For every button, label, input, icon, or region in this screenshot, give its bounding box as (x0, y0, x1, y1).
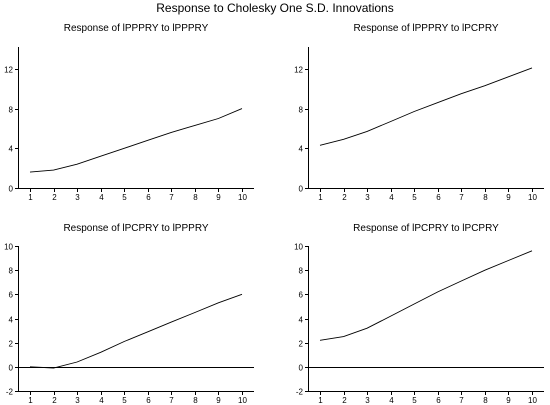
x-tick-label: 4 (389, 396, 394, 405)
y-tick-label: 6 (9, 291, 14, 300)
x-tick-label: 7 (169, 396, 174, 405)
x-tick-label: 1 (28, 193, 33, 202)
x-tick-label: 4 (99, 396, 104, 405)
panel-title: Response of lPCPRY to lPPPRY (63, 223, 208, 234)
x-tick-label: 6 (436, 396, 441, 405)
x-tick-label: 10 (238, 193, 247, 202)
x-tick-label: 6 (146, 396, 151, 405)
panel-title: Response of lPPPRY to lPCPRY (353, 23, 498, 34)
x-tick-label: 3 (75, 193, 80, 202)
y-tick-label: 2 (299, 340, 304, 349)
panel-title: Response of lPPPRY to lPPPRY (64, 23, 209, 34)
x-tick-label: 6 (436, 193, 441, 202)
x-tick-label: 7 (169, 193, 174, 202)
y-tick-label: 0 (299, 364, 304, 373)
x-tick-label: 2 (342, 396, 347, 405)
y-tick-label: 4 (299, 316, 304, 325)
y-tick-label: 0 (9, 185, 14, 194)
x-tick-label: 10 (528, 193, 537, 202)
series-line-1 (29, 293, 243, 369)
x-tick-label: 8 (193, 193, 198, 202)
x-tick-label: 2 (342, 193, 347, 202)
y-tick-label: 12 (4, 66, 13, 75)
y-tick-label: 8 (9, 106, 14, 115)
x-tick-label: 9 (216, 396, 221, 405)
x-tick-label: 2 (52, 396, 57, 405)
x-tick-label: 9 (506, 396, 511, 405)
y-tick-label: 4 (9, 145, 14, 154)
x-tick-label: 9 (216, 193, 221, 202)
x-tick-label: 8 (483, 193, 488, 202)
y-tick-label: 6 (299, 291, 304, 300)
x-tick-label: 7 (459, 396, 464, 405)
y-tick-label: 2 (9, 340, 14, 349)
y-tick-label: -2 (296, 388, 304, 397)
x-tick-label: 4 (389, 193, 394, 202)
x-tick-label: 8 (483, 396, 488, 405)
x-tick-label: 9 (506, 193, 511, 202)
x-tick-label: 6 (146, 193, 151, 202)
x-tick-label: 3 (365, 193, 370, 202)
y-tick-label: -2 (6, 388, 14, 397)
series-line-1 (319, 250, 533, 341)
figure-title: Response to Cholesky One S.D. Innovation… (156, 1, 394, 15)
x-tick-label: 4 (99, 193, 104, 202)
y-tick-label: 8 (9, 267, 14, 276)
x-tick-label: 5 (122, 193, 127, 202)
x-tick-label: 2 (52, 193, 57, 202)
x-tick-label: 1 (318, 396, 323, 405)
y-tick-label: 8 (299, 106, 304, 115)
x-tick-label: 8 (193, 396, 198, 405)
y-tick-label: 10 (4, 243, 13, 252)
x-tick-label: 5 (122, 396, 127, 405)
x-tick-label: 3 (75, 396, 80, 405)
x-tick-label: 5 (412, 396, 417, 405)
y-tick-label: 4 (9, 316, 14, 325)
y-tick-label: 4 (299, 145, 304, 154)
series-line-1 (29, 108, 243, 173)
series-line-1 (319, 67, 533, 146)
y-tick-label: 8 (299, 267, 304, 276)
x-tick-label: 10 (238, 396, 247, 405)
panel-title: Response of lPCPRY to lPCPRY (353, 223, 499, 234)
y-tick-label: 10 (294, 243, 303, 252)
y-tick-label: 12 (294, 66, 303, 75)
y-tick-label: 0 (9, 364, 14, 373)
x-tick-label: 1 (28, 396, 33, 405)
x-tick-label: 1 (318, 193, 323, 202)
x-tick-label: 10 (528, 396, 537, 405)
y-tick-label: 0 (299, 185, 304, 194)
x-tick-label: 3 (365, 396, 370, 405)
x-tick-label: 7 (459, 193, 464, 202)
x-tick-label: 5 (412, 193, 417, 202)
